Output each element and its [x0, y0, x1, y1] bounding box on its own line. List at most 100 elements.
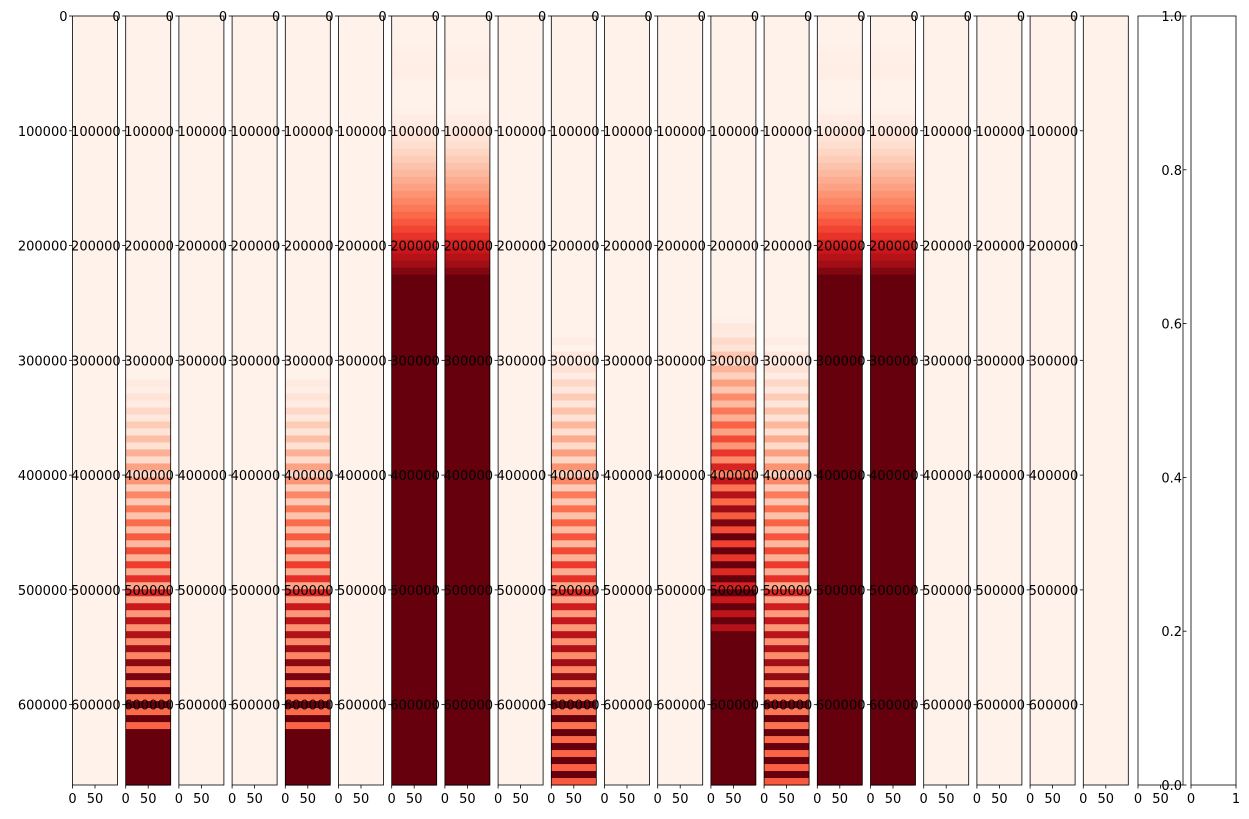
y-tick-label: 0 — [910, 10, 918, 25]
heatmap-cell — [764, 386, 810, 395]
heatmap-cell — [551, 414, 597, 423]
heatmap-cell — [710, 708, 756, 716]
y-tick-label: 600000 — [869, 699, 919, 714]
heatmap-cell — [817, 645, 863, 653]
heatmap-cell — [817, 540, 863, 548]
heatmap-cell — [764, 421, 810, 430]
heatmap-cell — [551, 533, 597, 541]
heatmap-cell — [710, 365, 756, 374]
y-tick-label: 600000 — [390, 699, 440, 714]
heatmap-cell — [391, 400, 437, 409]
y-tick-label: 0 — [432, 10, 440, 25]
heatmap-cell — [817, 414, 863, 423]
heatmap-cell — [817, 610, 863, 618]
heatmap-cell — [764, 337, 810, 346]
heatmap-cell — [551, 505, 597, 513]
heatmap-cell — [391, 43, 437, 52]
heatmap-cell — [551, 603, 597, 611]
heatmap-cell — [444, 491, 490, 499]
heatmap-cell — [444, 197, 490, 206]
heatmap-cell — [285, 582, 331, 590]
heatmap-cell — [444, 463, 490, 472]
y-tick-label: 400000 — [337, 469, 387, 484]
y-tick-label: 100000 — [124, 125, 174, 140]
heatmap-cell — [764, 610, 810, 618]
heatmap-cell — [710, 659, 756, 667]
heatmap-cell — [710, 596, 756, 604]
heatmap-cell — [764, 722, 810, 730]
heatmap-cell — [391, 631, 437, 639]
heatmap-cell — [710, 778, 756, 786]
heatmap-cell — [764, 624, 810, 632]
heatmap-cell — [125, 554, 171, 562]
heatmap-cell — [817, 547, 863, 555]
heatmap-cell — [285, 477, 331, 485]
heatmap-cell — [444, 71, 490, 80]
heatmap-cell — [391, 71, 437, 80]
heatmap-cell — [870, 778, 916, 786]
heatmap-cell — [391, 141, 437, 150]
heatmap-cell — [444, 701, 490, 709]
heatmap-cell — [710, 715, 756, 723]
heatmap-cell — [551, 358, 597, 367]
heatmap-cell — [870, 50, 916, 59]
heatmap-cell — [817, 498, 863, 506]
heatmap-cell — [870, 155, 916, 164]
y-tick-label: 500000 — [603, 584, 653, 599]
heatmap-cell — [391, 512, 437, 520]
heatmap-cell — [391, 547, 437, 555]
heatmap-cell — [817, 232, 863, 241]
heatmap-cell — [285, 722, 331, 730]
y-tick-label: 200000 — [390, 240, 440, 255]
heatmap-cell — [444, 624, 490, 632]
heatmap-cell — [817, 148, 863, 157]
heatmap-cell — [710, 652, 756, 660]
heatmap-cell — [870, 708, 916, 716]
heatmap-cell — [551, 673, 597, 681]
y-tick-label: 0 — [219, 10, 227, 25]
x-tick-label: 50 — [87, 792, 104, 807]
heatmap-cell — [710, 771, 756, 779]
y-tick-label: 600000 — [231, 699, 281, 714]
heatmap-cell — [870, 302, 916, 311]
heatmap-cell — [551, 610, 597, 618]
y-tick-label: 0 — [59, 10, 67, 25]
heatmap-panel: 0 100000 200000 300000 400000 500000 600000 0 50 — [497, 10, 597, 807]
heatmap-cell — [444, 64, 490, 73]
heatmap-cell — [817, 127, 863, 136]
heatmap-cell — [870, 204, 916, 213]
heatmap-cell — [285, 575, 331, 583]
y-tick-label: 600000 — [71, 699, 121, 714]
heatmap-cell — [710, 470, 756, 478]
heatmap-cell — [444, 442, 490, 451]
heatmap-cell — [817, 50, 863, 59]
heatmap-cell — [870, 491, 916, 499]
x-tick-label: 0 — [1079, 792, 1087, 807]
heatmap-cell — [391, 57, 437, 66]
heatmap-cell — [870, 498, 916, 506]
heatmap-cell — [817, 393, 863, 402]
heatmap-cell — [391, 428, 437, 437]
heatmap-cell — [444, 729, 490, 737]
heatmap-cell — [817, 169, 863, 178]
heatmap-cell — [870, 631, 916, 639]
y-tick-label: 200000 — [284, 240, 334, 255]
heatmap-cell — [125, 715, 171, 723]
heatmap-cell — [551, 694, 597, 702]
heatmap-cell — [710, 526, 756, 534]
heatmap-cell — [125, 442, 171, 451]
heatmap-cell — [444, 218, 490, 227]
heatmap-cell — [710, 330, 756, 339]
heatmap-cell — [870, 694, 916, 702]
heatmap-cell — [870, 533, 916, 541]
x-tick-label: 0 — [866, 792, 874, 807]
heatmap-cell — [391, 596, 437, 604]
heatmap-cell — [764, 400, 810, 409]
heatmap-cell — [870, 400, 916, 409]
heatmap-cell — [125, 463, 171, 472]
heatmap-cell — [710, 750, 756, 758]
heatmap-cell — [551, 351, 597, 360]
heatmap-cell — [125, 638, 171, 646]
heatmap-cell — [444, 694, 490, 702]
heatmap-cell — [551, 589, 597, 597]
